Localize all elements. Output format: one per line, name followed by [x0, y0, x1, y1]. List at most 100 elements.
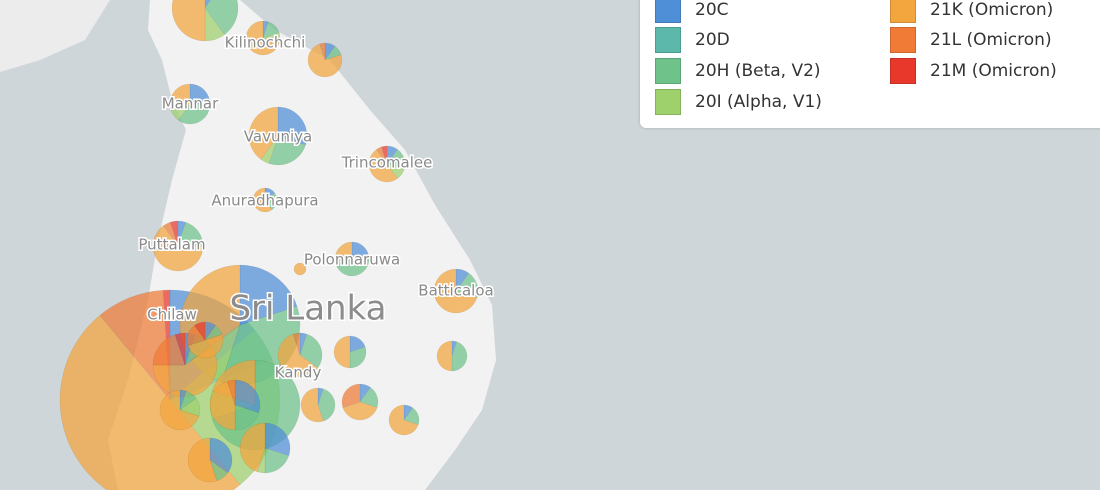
- legend-label: 21L (Omicron): [930, 30, 1052, 50]
- pie-slice: [209, 380, 236, 431]
- pie-slice: [451, 340, 457, 357]
- place-label: Vavuniya: [244, 128, 312, 146]
- pie-slice: [260, 135, 279, 164]
- pie-slice: [293, 262, 307, 276]
- pie-slice: [245, 20, 280, 56]
- country-label: Sri Lanka: [229, 289, 386, 329]
- place-label: Anuradhapura: [211, 192, 318, 210]
- pie-marker: [152, 220, 204, 272]
- pie-slice: [307, 43, 343, 78]
- legend-swatch: [890, 27, 916, 53]
- pie-marker: [307, 42, 343, 78]
- legend-item[interactable]: 21K (Omicron): [890, 0, 1053, 23]
- pie-slice: [171, 0, 206, 42]
- pie-slice: [264, 447, 290, 474]
- pie-slice: [386, 163, 405, 179]
- legend-item[interactable]: 21L (Omicron): [890, 27, 1052, 53]
- place-label: Kilinochchi: [225, 34, 306, 52]
- pie-slice: [204, 7, 225, 42]
- legend-label: 20D: [695, 30, 730, 50]
- pie-slice: [317, 387, 324, 406]
- legend-swatch: [890, 0, 916, 23]
- pie-marker: [368, 145, 406, 183]
- legend-label: 20C: [695, 0, 729, 20]
- pie-slice: [403, 404, 414, 421]
- pie-slice: [252, 187, 273, 213]
- pie-marker: [252, 187, 278, 213]
- pie-slice: [234, 404, 260, 431]
- place-label: Polonnaruwa: [304, 251, 400, 269]
- pie-slice: [204, 325, 223, 341]
- pie-slice: [455, 268, 470, 292]
- pie-slice: [359, 387, 379, 408]
- pie-slice: [179, 389, 187, 411]
- pie-slice: [381, 145, 388, 165]
- legend-swatch: [655, 0, 681, 23]
- pie-slice: [239, 422, 266, 473]
- legend-item[interactable]: 20I (Alpha, V1): [655, 89, 822, 115]
- pie-slice: [386, 149, 406, 170]
- pie-slice: [300, 387, 324, 423]
- pie-slice: [179, 390, 197, 411]
- place-label: Trincomalee: [341, 154, 433, 172]
- pie-slice: [174, 332, 186, 366]
- pie-slice: [451, 341, 468, 372]
- pie-slice: [335, 241, 353, 260]
- pie-slice: [152, 345, 218, 398]
- pie-slice: [299, 332, 308, 356]
- place-label: Kandy: [275, 364, 322, 382]
- pie-slice: [262, 32, 281, 44]
- legend-label: 20H (Beta, V2): [695, 61, 821, 81]
- pie-slice: [455, 272, 479, 299]
- pie-slice: [209, 437, 233, 474]
- pie-marker: [245, 20, 281, 56]
- legend-item[interactable]: 20C: [655, 0, 729, 23]
- pie-marker: [186, 321, 224, 359]
- pie-slice: [239, 264, 298, 326]
- pie-marker: [388, 404, 420, 436]
- pie-slice: [349, 335, 366, 353]
- pie-marker: [277, 332, 323, 378]
- legend-item[interactable]: 21M (Omicron): [890, 58, 1057, 84]
- place-label: Chilaw: [147, 306, 197, 324]
- pie-slice: [349, 346, 367, 369]
- pie-slice: [277, 333, 319, 378]
- pie-slice: [351, 241, 369, 260]
- pie-slice: [264, 187, 276, 201]
- legend-swatch: [655, 89, 681, 115]
- legend-item[interactable]: 20H (Beta, V2): [655, 58, 821, 84]
- pie-slice: [334, 253, 353, 265]
- pie-slice: [333, 335, 351, 369]
- pie-slice: [324, 42, 336, 61]
- pie-slice: [403, 407, 420, 425]
- pie-slice: [256, 447, 266, 474]
- pie-slice: [177, 220, 187, 247]
- pie-slice: [342, 401, 378, 421]
- legend-label: 21M (Omicron): [930, 61, 1057, 81]
- pie-slice: [436, 340, 453, 372]
- pie-marker: [239, 422, 291, 474]
- pie-slice: [162, 221, 179, 247]
- pie-marker: [300, 387, 336, 423]
- pie-slice: [159, 389, 200, 431]
- pie-slice: [341, 383, 361, 408]
- pie-slice: [187, 334, 224, 359]
- pie-slice: [99, 289, 171, 401]
- pie-slice: [268, 135, 306, 166]
- pie-marker: [333, 335, 367, 369]
- pie-slice: [234, 379, 261, 414]
- pie-slice: [186, 325, 206, 346]
- pie-slice: [299, 333, 323, 369]
- pie-slice: [189, 83, 211, 105]
- pie-slice: [386, 145, 398, 165]
- pie-slice: [264, 192, 278, 211]
- place-label: Puttalam: [138, 236, 205, 254]
- legend-item[interactable]: 20D: [655, 27, 730, 53]
- pie-slice: [169, 220, 179, 247]
- pie-slice: [264, 422, 291, 457]
- pie-slice: [177, 221, 204, 247]
- pie-slice: [170, 103, 191, 121]
- pie-marker: [159, 389, 201, 431]
- place-label: Batticaloa: [418, 282, 493, 300]
